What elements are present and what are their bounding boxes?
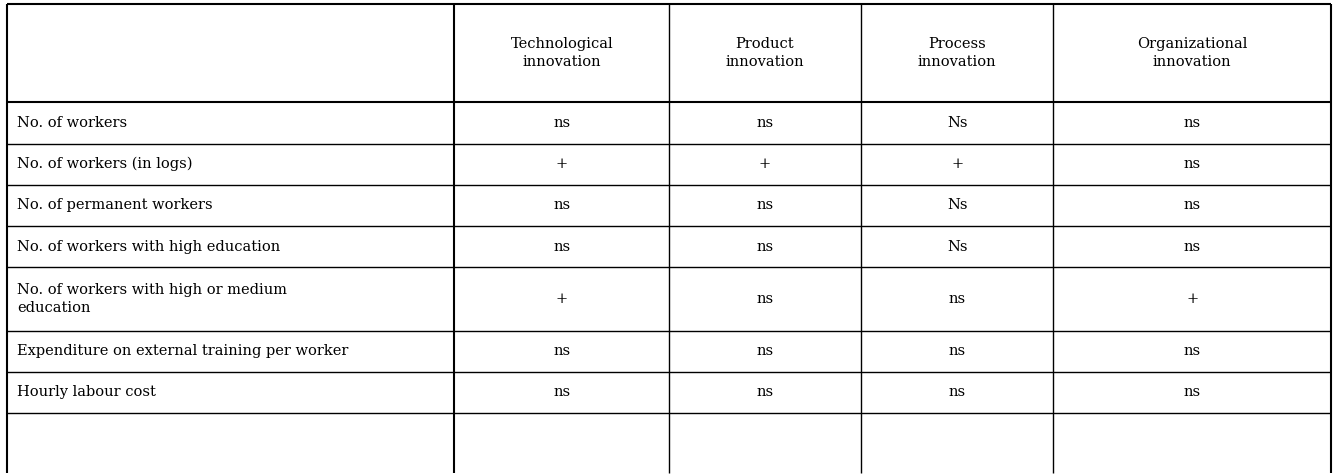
Text: Ns: Ns xyxy=(947,199,967,212)
Text: Expenditure on external training per worker: Expenditure on external training per wor… xyxy=(17,344,349,358)
Text: Ns: Ns xyxy=(947,240,967,254)
Text: ns: ns xyxy=(756,292,773,306)
Text: ns: ns xyxy=(1184,385,1200,399)
Text: No. of workers: No. of workers xyxy=(17,116,127,130)
Text: ns: ns xyxy=(756,199,773,212)
Text: +: + xyxy=(951,157,963,171)
Text: +: + xyxy=(555,292,567,306)
Text: ns: ns xyxy=(949,292,966,306)
Text: ns: ns xyxy=(553,344,570,358)
Text: ns: ns xyxy=(756,116,773,130)
Text: Technological
innovation: Technological innovation xyxy=(510,37,613,69)
Text: ns: ns xyxy=(553,199,570,212)
Text: ns: ns xyxy=(756,385,773,399)
Text: No. of workers with high or medium
education: No. of workers with high or medium educa… xyxy=(17,283,288,314)
Text: Process
innovation: Process innovation xyxy=(918,37,997,69)
Text: ns: ns xyxy=(949,344,966,358)
Text: ns: ns xyxy=(1184,116,1200,130)
Text: Hourly labour cost: Hourly labour cost xyxy=(17,385,157,399)
Text: +: + xyxy=(555,157,567,171)
Text: ns: ns xyxy=(1184,240,1200,254)
Text: ns: ns xyxy=(553,240,570,254)
Text: ns: ns xyxy=(1184,157,1200,171)
Text: +: + xyxy=(759,157,771,171)
Text: ns: ns xyxy=(756,344,773,358)
Text: No. of permanent workers: No. of permanent workers xyxy=(17,199,213,212)
Text: No. of workers with high education: No. of workers with high education xyxy=(17,240,281,254)
Text: ns: ns xyxy=(949,385,966,399)
Text: +: + xyxy=(1187,292,1199,306)
Text: Organizational
innovation: Organizational innovation xyxy=(1137,37,1247,69)
Text: ns: ns xyxy=(553,385,570,399)
Text: ns: ns xyxy=(553,116,570,130)
Text: ns: ns xyxy=(1184,199,1200,212)
Text: Ns: Ns xyxy=(947,116,967,130)
Text: No. of workers (in logs): No. of workers (in logs) xyxy=(17,157,193,171)
Text: ns: ns xyxy=(756,240,773,254)
Text: ns: ns xyxy=(1184,344,1200,358)
Text: Product
innovation: Product innovation xyxy=(725,37,804,69)
